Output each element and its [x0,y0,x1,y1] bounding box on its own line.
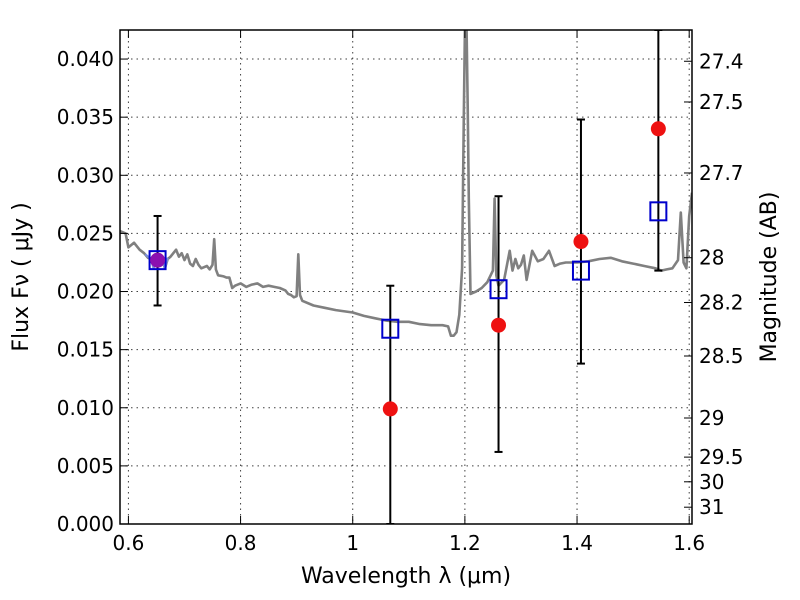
y2-tick-label: 29.5 [699,445,744,469]
x-tick-label: 1.2 [449,531,481,555]
observed-flux-point [150,252,166,268]
y2-tick-label: 27.5 [699,90,744,114]
observed-flux-point [650,121,666,137]
data-layer [120,30,692,524]
y-tick-label: 0.030 [57,163,114,187]
y-tick-label: 0.035 [57,105,114,129]
y2-tick-label: 28 [699,246,724,270]
photometry-square-marker [381,318,400,339]
x-axis-label: Wavelength λ (μm) [301,564,511,589]
photometry-square-marker [148,250,167,271]
y-tick-label: 0.040 [57,47,114,71]
model-spectrum-line [120,30,692,337]
y2-tick-label: 29 [699,406,724,430]
photometry-square-marker [649,201,668,222]
y2-tick-label: 30 [699,470,724,494]
observed-flux-point [382,401,398,417]
y-tick-label: 0.025 [57,221,114,245]
x-tick-label: 1 [346,531,359,555]
y-tick-label: 0.000 [57,512,114,536]
x-tick-label: 1.6 [673,531,705,555]
observed-flux-point [573,234,589,250]
y-tick-label: 0.005 [57,454,114,478]
y-tick-label: 0.015 [57,338,114,362]
y2-tick-label: 28.5 [699,344,744,368]
y2-tick-label: 28.2 [699,291,744,315]
photometry-square-marker [571,260,590,281]
photometry-square-marker [489,279,508,300]
observed-flux-point [491,317,507,333]
x-tick-label: 1.4 [561,531,593,555]
y2-tick-label: 27.4 [699,49,744,73]
y2-tick-label: 31 [699,495,724,519]
y-tick-label: 0.020 [57,280,114,304]
y-tick-label: 0.010 [57,396,114,420]
tick-layer: 0.6 0.8 1 1.2 1.4 1.6 0.000 0.005 0.010 0.015 0.02… [57,30,744,555]
y-axis-label: Flux Fν ( μJy ) [9,202,34,351]
y2-tick-label: 27.7 [699,161,744,185]
x-tick-label: 0.6 [113,531,145,555]
x-tick-label: 0.8 [225,531,257,555]
plot-frame [119,29,693,525]
y2-axis-label: Magnitude (AB) [757,192,782,363]
